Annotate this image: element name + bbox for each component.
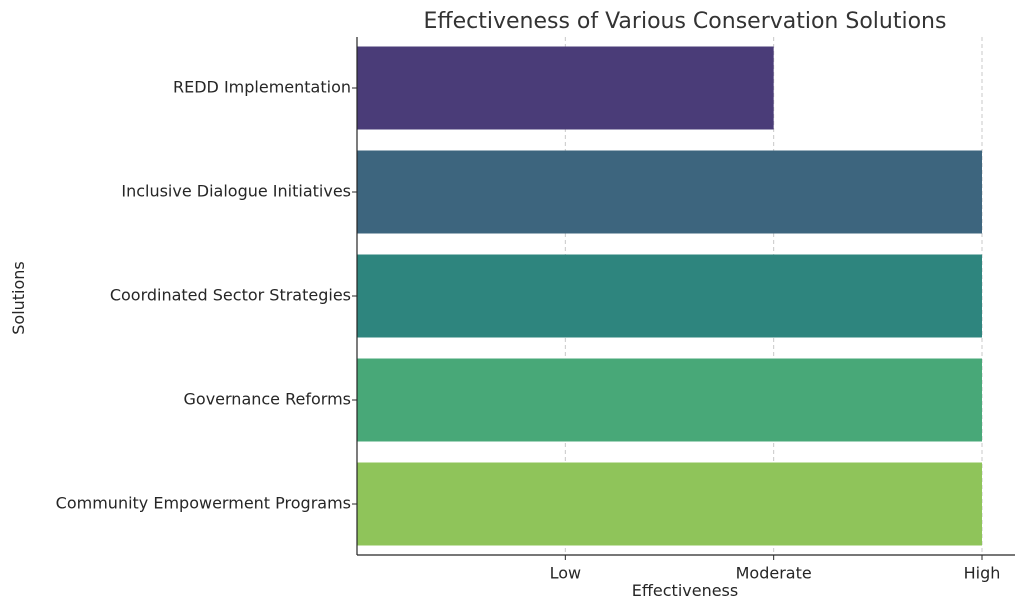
bar: [357, 46, 774, 130]
bars: [357, 46, 982, 546]
y-axis-label: Solutions: [9, 261, 28, 335]
bar: [357, 150, 982, 234]
x-tick-labels: Low Moderate High: [550, 555, 1001, 583]
x-tick-label: Moderate: [736, 564, 812, 583]
y-tick-label: Coordinated Sector Strategies: [110, 286, 351, 305]
y-tick-labels: REDD Implementation Inclusive Dialogue In…: [56, 78, 357, 513]
chart-title: Effectiveness of Various Conservation So…: [424, 9, 947, 34]
x-tick-label: Low: [550, 564, 582, 583]
x-axis-label: Effectiveness: [632, 581, 738, 600]
y-tick-label: REDD Implementation: [173, 78, 351, 97]
bar: [357, 462, 982, 546]
y-tick-label: Governance Reforms: [184, 390, 352, 409]
bar: [357, 254, 982, 338]
bar: [357, 358, 982, 442]
y-tick-label: Community Empowerment Programs: [56, 494, 351, 513]
y-tick-label: Inclusive Dialogue Initiatives: [121, 182, 351, 201]
x-tick-label: High: [964, 564, 1001, 583]
